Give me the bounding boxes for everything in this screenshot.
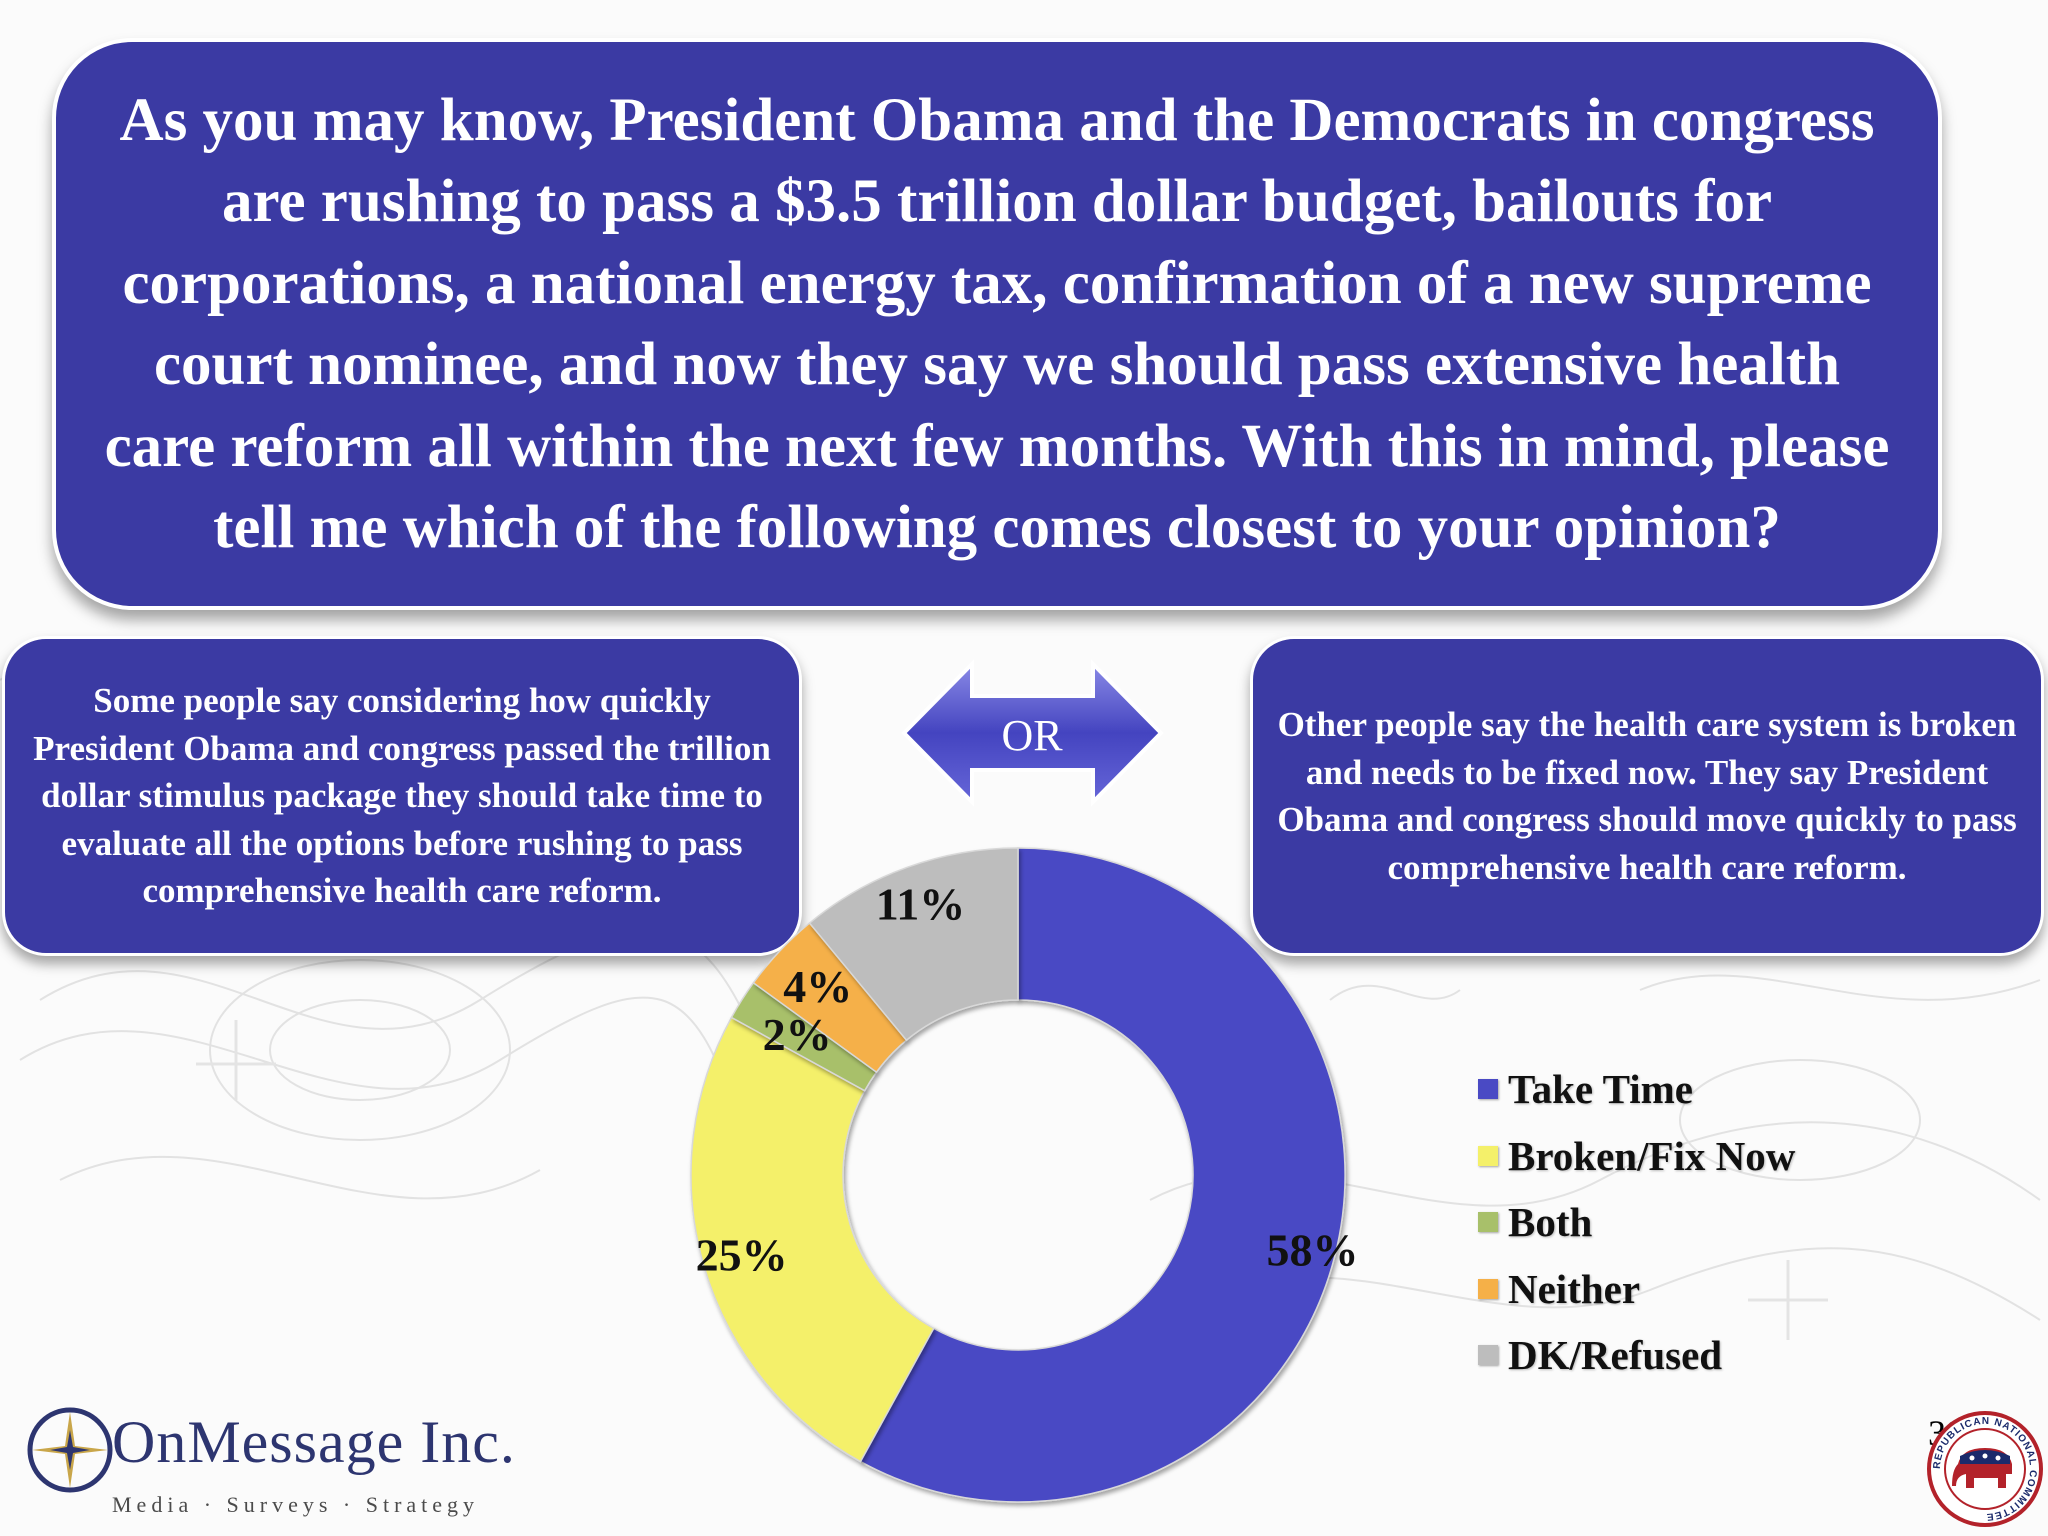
slice-value-label: 58% [1267, 1225, 1359, 1276]
legend-label: Take Time [1508, 1066, 1693, 1113]
donut-slice-take-time [859, 847, 1346, 1503]
slice-value-label: 11% [876, 878, 965, 929]
legend-label: Broken/Fix Now [1508, 1132, 1796, 1179]
legend-swatch [1478, 1345, 1498, 1366]
legend-swatch [1478, 1278, 1498, 1299]
legend-item: Neither [1478, 1256, 1795, 1323]
option-take-time-box: Some people say considering how quickly … [2, 636, 802, 956]
legend-label: DK/Refused [1508, 1332, 1723, 1379]
donut-slice-dk-refused [808, 847, 1019, 1042]
slice-value-label: 25% [696, 1229, 788, 1280]
compass-icon [27, 1407, 113, 1493]
logo-name: OnMessage Inc. [112, 1409, 516, 1475]
or-label: OR [1001, 711, 1063, 760]
legend-swatch [1478, 1079, 1498, 1100]
double-arrow-icon [901, 659, 1164, 807]
donut-slice-broken-fix-now [690, 1016, 935, 1463]
logo-tagline: Media · Surveys · Strategy [112, 1492, 480, 1517]
onmessage-logo: OnMessage Inc. Media · Surveys · Strateg… [22, 1398, 562, 1528]
option-left-text: Some people say considering how quickly … [33, 681, 771, 911]
legend-item: Broken/Fix Now [1478, 1123, 1795, 1190]
legend-swatch [1478, 1145, 1498, 1166]
legend-item: Take Time [1478, 1056, 1795, 1123]
legend-label: Both [1508, 1199, 1593, 1246]
legend-label: Neither [1508, 1265, 1641, 1312]
slice-value-label: 2% [763, 1009, 832, 1060]
legend-item: DK/Refused [1478, 1322, 1795, 1389]
or-double-arrow: OR [901, 659, 1164, 807]
chart-legend: Take Time Broken/Fix Now Both Neither DK… [1478, 1056, 1795, 1389]
legend-item: Both [1478, 1189, 1795, 1256]
slice-value-label: 4% [783, 961, 852, 1012]
option-fix-now-box: Other people say the health care system … [1250, 636, 2044, 956]
question-text: As you may know, President Obama and the… [104, 86, 1890, 562]
rnc-seal: REPUBLICAN NATIONAL COMMITTEE [1927, 1411, 2043, 1527]
elephant-icon [1952, 1448, 2012, 1488]
option-right-text: Other people say the health care system … [1277, 705, 2017, 887]
question-box: As you may know, President Obama and the… [52, 38, 1942, 610]
legend-swatch [1478, 1212, 1498, 1233]
